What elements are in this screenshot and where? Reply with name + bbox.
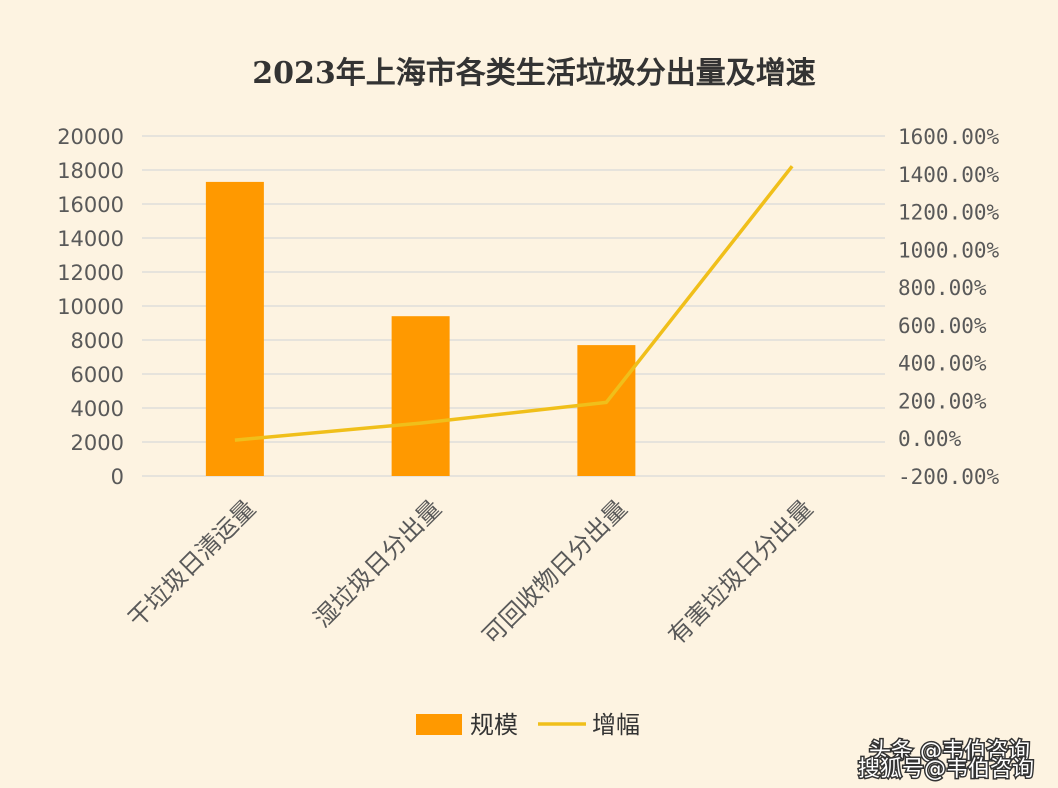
bar xyxy=(205,181,264,476)
legend-label-bar: 规模 xyxy=(470,711,518,739)
y-left-tick-label: 16000 xyxy=(57,193,124,217)
left-axis: 0 2000 4000 6000 8000 10000 12000 14000 16000 180… xyxy=(57,125,124,489)
y-right-tick-label: 1600.00% xyxy=(898,125,1000,149)
bars-layer xyxy=(205,181,636,476)
bar xyxy=(391,316,450,476)
series-line xyxy=(234,165,794,442)
y-right-tick-label: 1000.00% xyxy=(898,238,1000,262)
y-left-tick-label: 12000 xyxy=(57,261,124,285)
y-right-tick-label: 1400.00% xyxy=(898,163,1000,187)
y-left-tick-label: 18000 xyxy=(57,159,124,183)
y-left-tick-label: 0 xyxy=(111,465,124,489)
y-right-tick-label: 800.00% xyxy=(898,276,987,300)
legend: 规模 增幅 xyxy=(416,711,640,739)
category-label: 可回收物日分出量 xyxy=(477,494,633,650)
y-left-tick-label: 14000 xyxy=(57,227,124,251)
watermark: 头条 @韦伯咨询 搜狐号@韦伯咨询 xyxy=(856,738,1035,784)
y-left-tick-label: 8000 xyxy=(71,329,124,353)
watermark-line-2: 搜狐号@韦伯咨询 xyxy=(858,757,1034,782)
y-right-tick-label: 600.00% xyxy=(898,314,987,338)
legend-label-line: 增幅 xyxy=(592,711,640,739)
y-left-tick-label: 10000 xyxy=(57,295,124,319)
category-label: 有害垃圾日分出量 xyxy=(663,494,819,650)
y-right-tick-label: 0.00% xyxy=(898,427,962,451)
y-right-tick-label: 400.00% xyxy=(898,352,987,376)
y-right-tick-label: 200.00% xyxy=(898,389,987,413)
y-right-tick-label: -200.00% xyxy=(898,465,1000,489)
grid-layer xyxy=(142,135,885,477)
y-left-tick-label: 2000 xyxy=(71,431,124,455)
line-layer xyxy=(234,165,794,442)
chart-title: 2023年上海市各类生活垃圾分出量及增速 xyxy=(252,56,816,91)
y-left-tick-label: 6000 xyxy=(71,363,124,387)
category-label: 湿垃圾日分出量 xyxy=(308,494,447,633)
y-left-tick-label: 20000 xyxy=(57,125,124,149)
y-right-tick-label: 1200.00% xyxy=(898,201,1000,225)
right-axis: -200.00% 0.00% 200.00% 400.00% 600.00% 800.00… xyxy=(898,125,1000,489)
y-left-tick-label: 4000 xyxy=(71,397,124,421)
category-label: 干垃圾日清运量 xyxy=(123,494,262,633)
watermark-line-1: 头条 @韦伯咨询 xyxy=(869,739,1030,764)
legend-swatch-bar xyxy=(416,714,462,735)
bar xyxy=(577,345,636,476)
category-labels: 干垃圾日清运量 湿垃圾日分出量 可回收物日分出量 有害垃圾日分出量 xyxy=(123,494,819,650)
